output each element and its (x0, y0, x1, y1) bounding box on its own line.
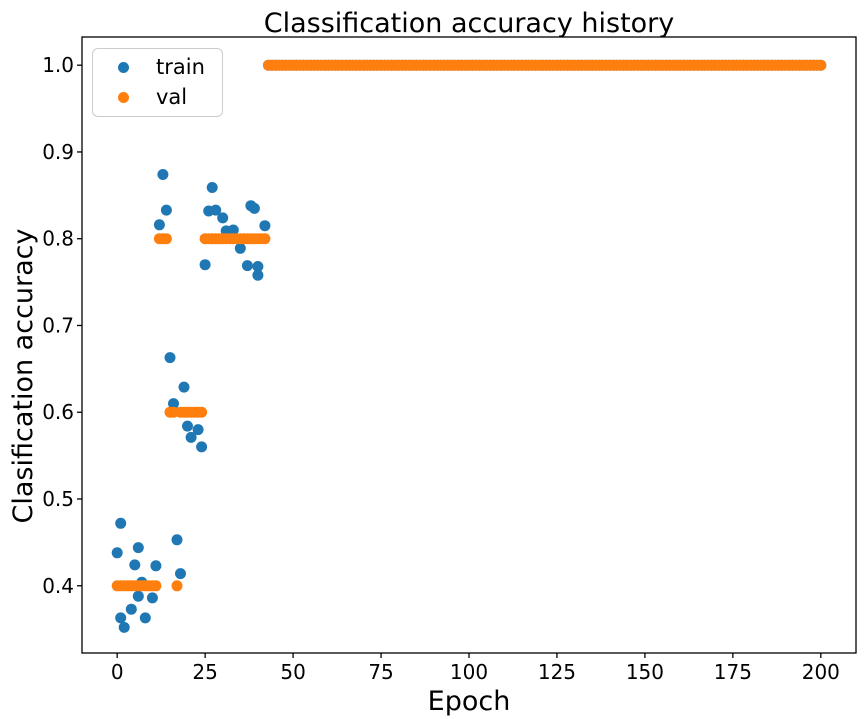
train-data-point (185, 431, 197, 443)
chart-title: Classification accuracy history (263, 8, 675, 39)
train-data-point (178, 381, 190, 393)
train-data-point (192, 424, 204, 436)
x-tick-label: 25 (192, 660, 217, 684)
x-tick-label: 175 (714, 660, 752, 684)
train-data-point (259, 220, 271, 232)
train-data-point (210, 204, 222, 216)
legend-label: val (156, 85, 188, 110)
y-axis-label: Clasification accuracy (8, 228, 39, 524)
x-tick-label: 0 (111, 660, 124, 684)
train-data-point (164, 352, 176, 364)
train-data-point (217, 212, 229, 224)
train-data-point (125, 603, 137, 615)
legend: train val (92, 48, 223, 117)
train-data-point (241, 260, 253, 272)
train-data-point (153, 219, 165, 231)
train-data-point (206, 182, 218, 193)
y-tick-label: 0.9 (42, 140, 74, 164)
legend-marker-icon (118, 92, 129, 104)
val-data-point (196, 406, 208, 418)
train-data-point (199, 259, 211, 271)
y-tick-label: 0.5 (42, 487, 74, 511)
legend-label: train (156, 54, 205, 79)
train-data-point (252, 269, 264, 281)
legend-item-val: val (93, 86, 222, 110)
x-tick-label: 200 (802, 660, 840, 684)
legend-item-train: train (93, 55, 222, 79)
plot-border (81, 36, 857, 654)
train-data-point (146, 592, 158, 604)
train-data-point (171, 534, 183, 546)
train-data-point (157, 169, 169, 180)
x-tick-label: 75 (368, 660, 393, 684)
train-data-point (252, 261, 264, 272)
y-tick-label: 0.8 (42, 227, 74, 251)
x-tick-label: 150 (626, 660, 664, 684)
val-data-point (171, 580, 183, 592)
val-data-point (160, 233, 172, 245)
train-data-point (248, 202, 260, 214)
train-data-point (139, 612, 151, 624)
legend-marker-icon (118, 61, 129, 73)
x-tick-label: 125 (538, 660, 576, 684)
y-tick-label: 0.7 (42, 313, 74, 337)
train-data-point (111, 547, 123, 559)
train-data-point (168, 398, 179, 410)
train-data-point (150, 560, 162, 572)
train-data-point (182, 420, 193, 432)
val-data-point (815, 59, 827, 71)
train-data-point (160, 204, 172, 216)
train-data-point (175, 568, 186, 580)
train-data-point (132, 590, 144, 602)
x-tick-label: 100 (450, 660, 488, 684)
train-data-point (118, 621, 130, 633)
y-tick-label: 0.6 (42, 400, 74, 424)
train-data-point (196, 441, 208, 453)
x-tick-label: 50 (280, 660, 305, 684)
train-data-point (115, 612, 127, 624)
train-data-point (227, 224, 239, 236)
y-tick-label: 1.0 (42, 53, 74, 77)
plot-area (82, 37, 856, 653)
train-data-point (234, 242, 246, 254)
y-tick-label: 0.4 (42, 574, 74, 598)
train-data-point (115, 517, 127, 529)
val-data-point (259, 233, 271, 245)
x-axis-label: Epoch (427, 686, 511, 717)
train-data-point (132, 542, 144, 554)
series-val (111, 59, 827, 592)
train-data-point (129, 559, 141, 571)
val-data-point (150, 580, 162, 592)
